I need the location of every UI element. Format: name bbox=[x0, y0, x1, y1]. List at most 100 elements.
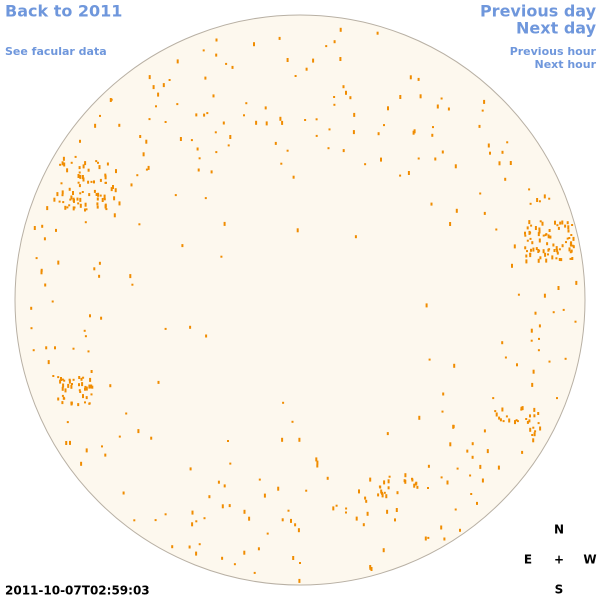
facula bbox=[440, 97, 443, 100]
back-link[interactable]: Back to 2011 bbox=[5, 2, 122, 21]
previous-hour-link[interactable]: Previous hour bbox=[510, 45, 597, 58]
facula bbox=[566, 221, 569, 225]
facula bbox=[525, 259, 528, 264]
facula bbox=[526, 250, 528, 253]
facula bbox=[571, 257, 574, 260]
facula bbox=[504, 177, 507, 181]
facula bbox=[502, 420, 505, 423]
facula bbox=[511, 263, 513, 268]
facula bbox=[61, 194, 64, 197]
facula bbox=[513, 244, 516, 249]
facula bbox=[206, 112, 209, 115]
facula bbox=[501, 150, 504, 154]
facula bbox=[139, 135, 142, 138]
facula bbox=[487, 143, 490, 148]
facula bbox=[94, 123, 97, 128]
facula bbox=[118, 201, 121, 206]
facula bbox=[574, 320, 577, 323]
facula bbox=[214, 131, 217, 134]
facula bbox=[386, 509, 389, 514]
facula bbox=[531, 241, 534, 245]
facula bbox=[40, 268, 43, 272]
facula bbox=[556, 224, 559, 227]
facula bbox=[104, 204, 107, 209]
facula bbox=[282, 401, 285, 404]
facula bbox=[339, 27, 342, 32]
facula bbox=[110, 187, 113, 192]
facula bbox=[205, 334, 208, 338]
previous-day-link[interactable]: Previous day bbox=[480, 2, 597, 21]
facula bbox=[385, 494, 388, 499]
facula bbox=[298, 578, 301, 583]
facula bbox=[164, 327, 167, 330]
facula bbox=[291, 420, 294, 423]
facula bbox=[543, 194, 546, 199]
facular-points bbox=[30, 27, 578, 583]
facula bbox=[396, 491, 399, 495]
facula bbox=[441, 410, 444, 413]
compass-center: + bbox=[554, 553, 564, 567]
facula bbox=[253, 42, 255, 47]
facula bbox=[64, 205, 67, 210]
facula bbox=[413, 483, 416, 488]
facula bbox=[78, 166, 81, 170]
facula bbox=[479, 192, 482, 195]
facula bbox=[524, 234, 527, 237]
facula bbox=[542, 249, 545, 254]
facula bbox=[227, 144, 230, 147]
facula bbox=[66, 421, 69, 424]
facula bbox=[225, 62, 228, 65]
facula bbox=[305, 67, 308, 71]
facula bbox=[501, 407, 504, 412]
facular-link[interactable]: See facular data bbox=[5, 45, 107, 58]
facula bbox=[427, 536, 430, 539]
facula bbox=[441, 150, 444, 154]
facula bbox=[517, 293, 520, 296]
facula bbox=[454, 164, 457, 169]
facula bbox=[315, 457, 318, 462]
facula bbox=[87, 350, 90, 353]
facula bbox=[333, 103, 336, 106]
next-day-link[interactable]: Next day bbox=[516, 19, 597, 38]
facula bbox=[204, 76, 207, 80]
facula bbox=[538, 229, 541, 234]
facula bbox=[215, 151, 218, 154]
facula bbox=[104, 181, 107, 184]
facula bbox=[478, 124, 481, 128]
facula bbox=[483, 429, 486, 433]
facula bbox=[98, 261, 101, 265]
facula bbox=[215, 38, 218, 42]
facula bbox=[62, 383, 65, 388]
facula bbox=[281, 120, 284, 125]
facula bbox=[298, 437, 301, 442]
facula bbox=[539, 256, 542, 260]
facula bbox=[327, 147, 330, 150]
facula bbox=[531, 382, 534, 387]
facula bbox=[345, 511, 347, 514]
facula bbox=[40, 270, 43, 275]
facula bbox=[103, 194, 106, 199]
facula bbox=[315, 134, 318, 137]
facula bbox=[57, 260, 60, 265]
facula bbox=[533, 407, 536, 412]
facula bbox=[505, 415, 508, 418]
facula bbox=[537, 258, 540, 263]
facula bbox=[549, 235, 552, 239]
facula bbox=[538, 200, 541, 203]
facula bbox=[534, 226, 537, 230]
facula bbox=[164, 121, 167, 123]
facula bbox=[427, 464, 430, 468]
facula bbox=[557, 226, 560, 230]
facula bbox=[87, 180, 90, 184]
facula bbox=[541, 221, 544, 226]
facula bbox=[498, 416, 501, 420]
facula bbox=[84, 401, 86, 404]
solar-disk bbox=[14, 14, 586, 586]
facula bbox=[325, 45, 328, 48]
facula bbox=[168, 79, 171, 81]
next-hour-link[interactable]: Next hour bbox=[535, 58, 597, 71]
facula bbox=[62, 156, 65, 161]
facula bbox=[466, 449, 469, 453]
facula bbox=[101, 445, 103, 448]
